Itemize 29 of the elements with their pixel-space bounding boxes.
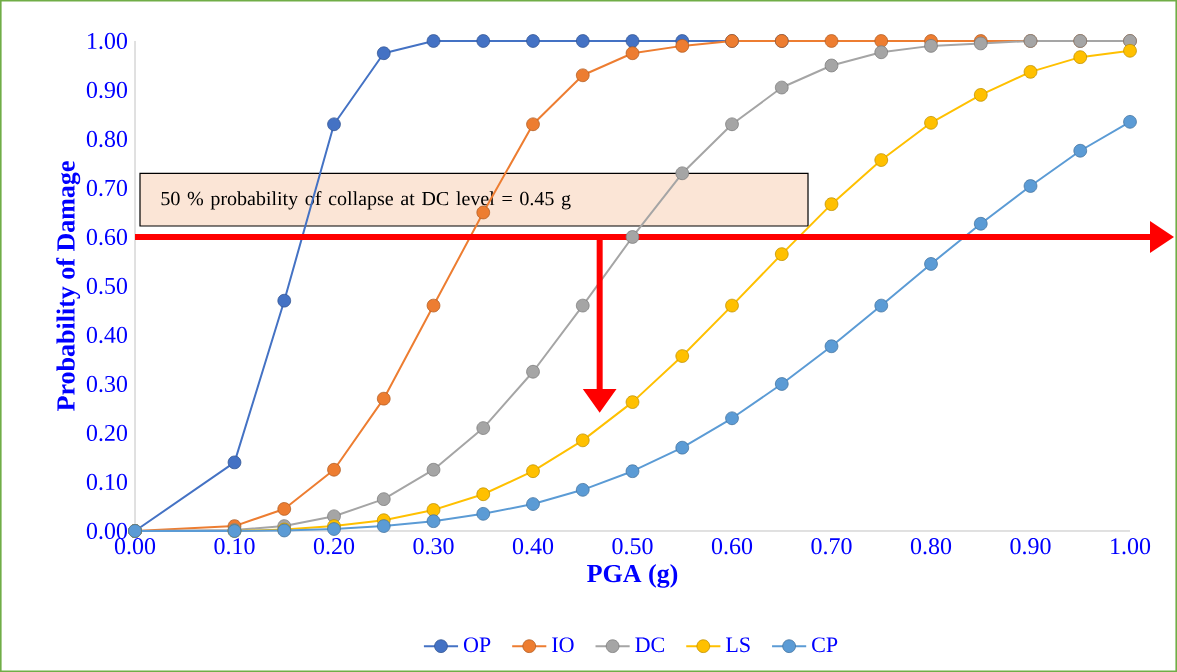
x-tick-label: 0.70: [811, 538, 852, 555]
x-tick-label: 0.60: [711, 538, 753, 555]
y-tick-label: 0.70: [86, 179, 128, 197]
y-tick-label: 0.30: [86, 375, 128, 393]
x-tick-label: 0.50: [612, 538, 653, 555]
x-tick-label: 0.00: [114, 538, 156, 555]
y-tick-label: 0.60: [86, 228, 128, 246]
legend-label: CP: [812, 637, 838, 653]
y-tick-label: 0.50: [86, 277, 128, 295]
legend-label: DC: [635, 637, 665, 653]
x-tick-label: 0.20: [313, 538, 355, 555]
x-tick-label: 0.30: [413, 538, 454, 555]
y-tick-label: 0.10: [86, 473, 128, 491]
y-tick-label: 0.40: [86, 326, 128, 344]
y-tick-label: 0.00: [86, 522, 128, 540]
x-tick-label: 0.10: [214, 538, 255, 555]
x-tick-label: 0.40: [512, 538, 554, 555]
y-axis-title: Probability of Damage: [56, 161, 81, 411]
legend-label: IO: [552, 637, 574, 653]
y-tick-label: 0.20: [86, 424, 128, 442]
x-tick-label: 0.80: [910, 538, 952, 555]
y-tick-label: 0.80: [86, 130, 128, 148]
y-tick-label: 1.00: [88, 32, 128, 50]
legend-label: OP: [463, 637, 491, 653]
x-tick-label: 0.90: [1010, 538, 1051, 555]
legend-label: LS: [726, 637, 750, 653]
y-tick-label: 0.90: [86, 81, 128, 99]
x-axis-title: PGA (g): [587, 564, 678, 588]
x-tick-label: 1.00: [1111, 538, 1151, 555]
